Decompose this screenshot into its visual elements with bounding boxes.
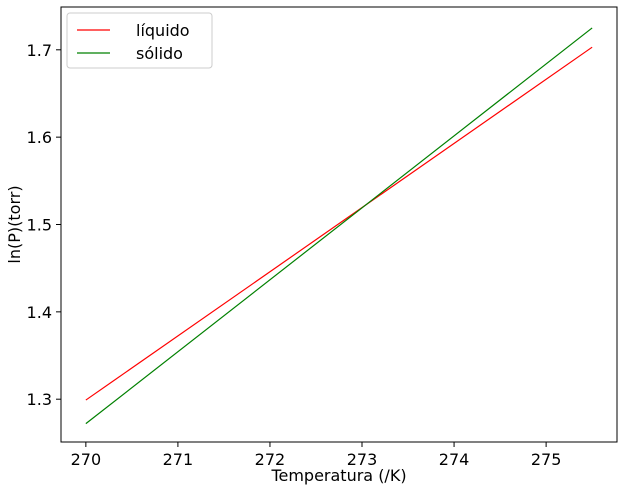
x-tick-label: 271 bbox=[163, 450, 194, 469]
x-tick-label: 274 bbox=[439, 450, 470, 469]
plot-frame bbox=[60, 6, 618, 443]
legend: líquido sólido bbox=[66, 12, 213, 69]
x-axis-ticks: 270 271 272 273 274 275 bbox=[71, 442, 562, 469]
series-line-liquido bbox=[85, 46, 593, 401]
x-tick-label: 275 bbox=[531, 450, 562, 469]
series-line-solido bbox=[85, 27, 593, 425]
x-tick-label: 270 bbox=[71, 450, 102, 469]
y-tick-label: 1.5 bbox=[27, 216, 52, 235]
legend-box bbox=[66, 12, 213, 69]
legend-label-solido: sólido bbox=[136, 44, 183, 63]
y-tick-label: 1.3 bbox=[27, 390, 52, 409]
y-axis-ticks: 1.3 1.4 1.5 1.6 1.7 bbox=[27, 41, 61, 409]
y-axis-label: ln(P)(torr) bbox=[5, 185, 24, 263]
x-axis-label: Temperatura (/K) bbox=[270, 466, 406, 485]
series-lines bbox=[85, 27, 593, 425]
legend-label-liquido: líquido bbox=[136, 21, 190, 40]
x-tick-label: 273 bbox=[347, 450, 378, 469]
y-tick-label: 1.6 bbox=[27, 128, 52, 147]
y-tick-label: 1.4 bbox=[27, 303, 52, 322]
y-tick-label: 1.7 bbox=[27, 41, 52, 60]
plot-area bbox=[61, 7, 617, 442]
x-tick-label: 272 bbox=[255, 450, 286, 469]
